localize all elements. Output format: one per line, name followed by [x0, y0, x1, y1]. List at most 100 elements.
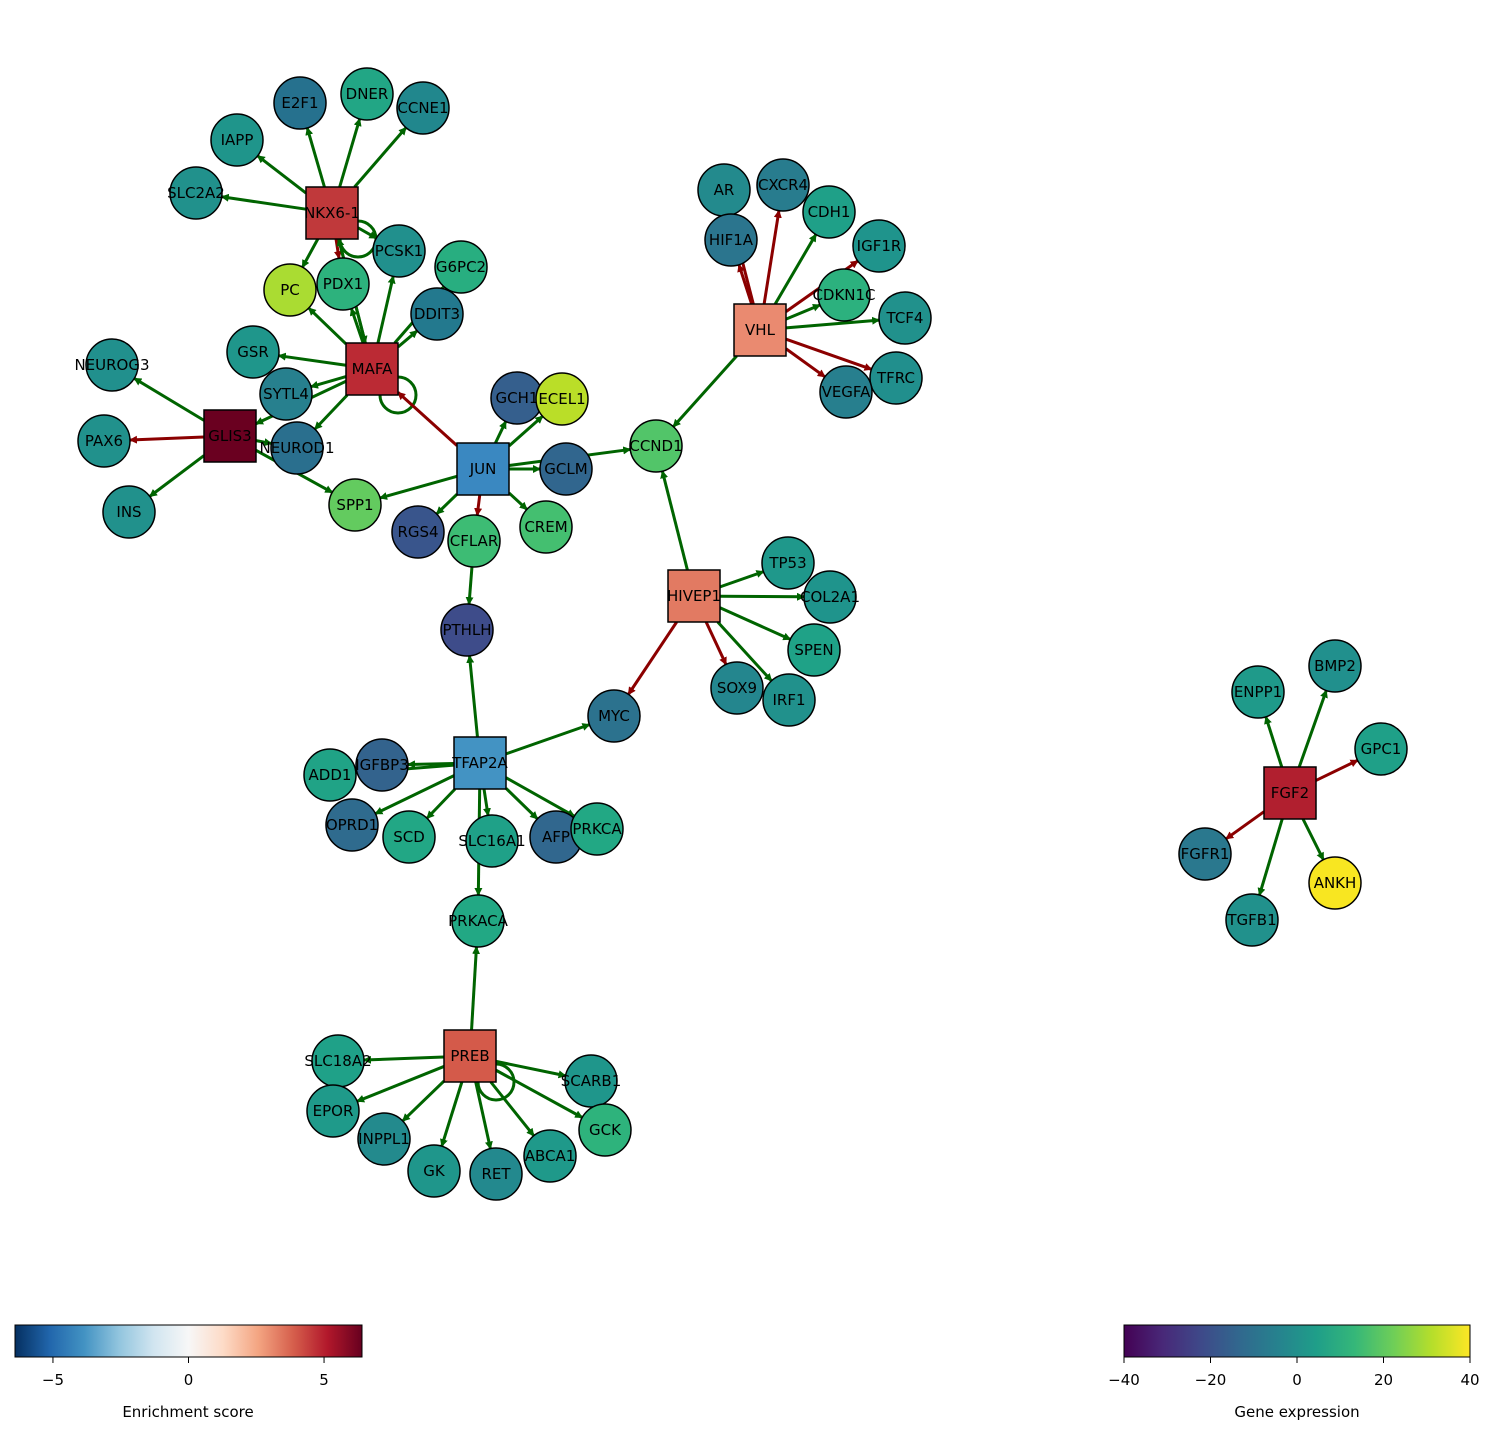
regulator-node-vhl: VHL	[733, 303, 787, 357]
node-label: PC	[280, 281, 300, 299]
regulator-node-nkx6-1: NKX6-1	[304, 186, 360, 240]
edge-hivep1-to-myc	[627, 621, 678, 696]
edge-vhl-to-tcf4	[785, 316, 881, 330]
target-node-pax6: PAX6	[77, 414, 131, 468]
node-label: G6PC2	[436, 258, 486, 276]
target-node-cdh1: CDH1	[802, 185, 856, 239]
node-label: IGF1R	[857, 237, 902, 255]
regulator-node-square	[305, 186, 359, 240]
node-label: TP53	[768, 554, 806, 572]
node-label: INPPL1	[358, 1130, 410, 1148]
target-node-circle	[391, 505, 445, 559]
node-label: PDX1	[323, 275, 363, 293]
node-label: IRF1	[772, 691, 805, 709]
node-label: MAFA	[352, 360, 393, 378]
edge-preb-to-abca1	[489, 1081, 535, 1137]
target-node-ins: INS	[102, 485, 156, 539]
target-node-igfbp3: IGFBP3	[355, 738, 409, 792]
edge-vhl-to-cdh1	[773, 233, 818, 305]
node-label: HIF1A	[709, 231, 754, 249]
target-node-slc18a2: SLC18A2	[304, 1034, 372, 1088]
edge-fgf2-to-tgfb1	[1257, 818, 1284, 897]
expression-colorbar-ticks: −40 −20 0 20 40	[1108, 1357, 1480, 1389]
edge-jun-to-gch1	[494, 420, 508, 444]
target-node-circle	[803, 570, 857, 624]
edge-preb-to-prkaca	[470, 945, 481, 1031]
target-node-scarb1: SCARB1	[561, 1054, 621, 1108]
node-label: VEGFA	[822, 383, 872, 401]
target-node-circle	[817, 268, 871, 322]
target-node-gch1: GCH1	[490, 371, 544, 425]
target-node-circle	[564, 1054, 618, 1108]
target-node-tfrc: TFRC	[869, 351, 923, 405]
edge-fgf2-to-fgfr1	[1225, 810, 1265, 841]
edge-hivep1-to-col2a1	[719, 592, 806, 601]
node-label: CDH1	[808, 203, 851, 221]
target-node-bmp2: BMP2	[1308, 639, 1362, 693]
node-label: ADD1	[309, 766, 352, 784]
node-label: CREM	[524, 518, 567, 536]
target-node-ddit3: DDIT3	[410, 287, 464, 341]
node-label: NKX6-1	[304, 204, 360, 222]
target-node-neurog3: NEUROG3	[74, 338, 150, 392]
regulator-node-square	[443, 1029, 497, 1083]
target-node-dner: DNER	[340, 67, 394, 121]
target-node-irf1: IRF1	[762, 673, 816, 727]
node-label: GSR	[237, 343, 269, 361]
target-node-ankh: ANKH	[1308, 856, 1362, 910]
target-node-circle	[259, 367, 313, 421]
target-node-circle	[1231, 665, 1285, 719]
edges-layer	[128, 117, 1359, 1150]
target-node-slc2a2: SLC2A2	[167, 166, 225, 220]
node-label: SOX9	[717, 679, 757, 697]
node-label: DDIT3	[414, 305, 460, 323]
enrichment-colorbar-tick-label: 0	[184, 1371, 194, 1389]
target-node-circle	[102, 485, 156, 539]
node-label: MYC	[598, 707, 630, 725]
edge-cflar-to-pthlh	[465, 566, 474, 606]
edge-tfap2a-to-slc16a1	[482, 788, 491, 817]
edge-nkx6-1-to-e2f1	[305, 127, 326, 188]
node-label: PAX6	[85, 432, 123, 450]
node-label: CDKN1C	[812, 286, 875, 304]
edge-vhl-to-cdkn1c	[785, 303, 821, 321]
target-node-circle	[819, 365, 873, 419]
edge-tfap2a-to-myc	[505, 723, 591, 756]
target-node-gclm: GCLM	[539, 442, 593, 496]
node-label: SCD	[393, 828, 425, 846]
enrichment-colorbar-tick-label: −5	[42, 1371, 64, 1389]
node-label: TFRC	[876, 369, 915, 387]
target-node-ecel1: ECEL1	[535, 372, 589, 426]
target-node-circle	[762, 673, 816, 727]
target-node-circle	[1178, 827, 1232, 881]
node-label: SLC2A2	[167, 184, 225, 202]
target-node-inppl1: INPPL1	[357, 1112, 411, 1166]
edge-fgf2-to-enpp1	[1264, 715, 1284, 768]
target-node-ccnd1: CCND1	[629, 419, 683, 473]
target-node-iapp: IAPP	[210, 113, 264, 167]
target-node-e2f1: E2F1	[273, 76, 327, 130]
edge-vhl-to-tfrc	[785, 337, 873, 371]
node-label: SYTL4	[263, 385, 309, 403]
target-node-enpp1: ENPP1	[1231, 665, 1285, 719]
target-node-gk: GK	[407, 1144, 461, 1198]
node-label: ECEL1	[538, 390, 585, 408]
node-label: AR	[714, 181, 735, 199]
regulator-node-glis3: GLIS3	[203, 409, 257, 463]
node-label: GCK	[589, 1121, 622, 1139]
regulator-node-square	[453, 736, 507, 790]
target-node-circle	[316, 257, 370, 311]
edge-mafa-to-sytl4	[310, 375, 347, 389]
node-label: SLC16A1	[458, 832, 525, 850]
regulator-node-square	[203, 409, 257, 463]
target-node-rgs4: RGS4	[391, 505, 445, 559]
target-node-circle	[587, 689, 641, 743]
edge-vhl-to-cxcr4	[762, 209, 782, 305]
target-node-prkaca: PRKACA	[448, 894, 509, 948]
node-label: PREB	[450, 1047, 489, 1065]
node-label: CXCR4	[758, 176, 808, 194]
target-node-abca1: ABCA1	[523, 1129, 577, 1183]
node-label: ABCA1	[525, 1147, 576, 1165]
target-node-circle	[372, 224, 426, 278]
expression-colorbar-tick-label: −20	[1195, 1371, 1227, 1389]
